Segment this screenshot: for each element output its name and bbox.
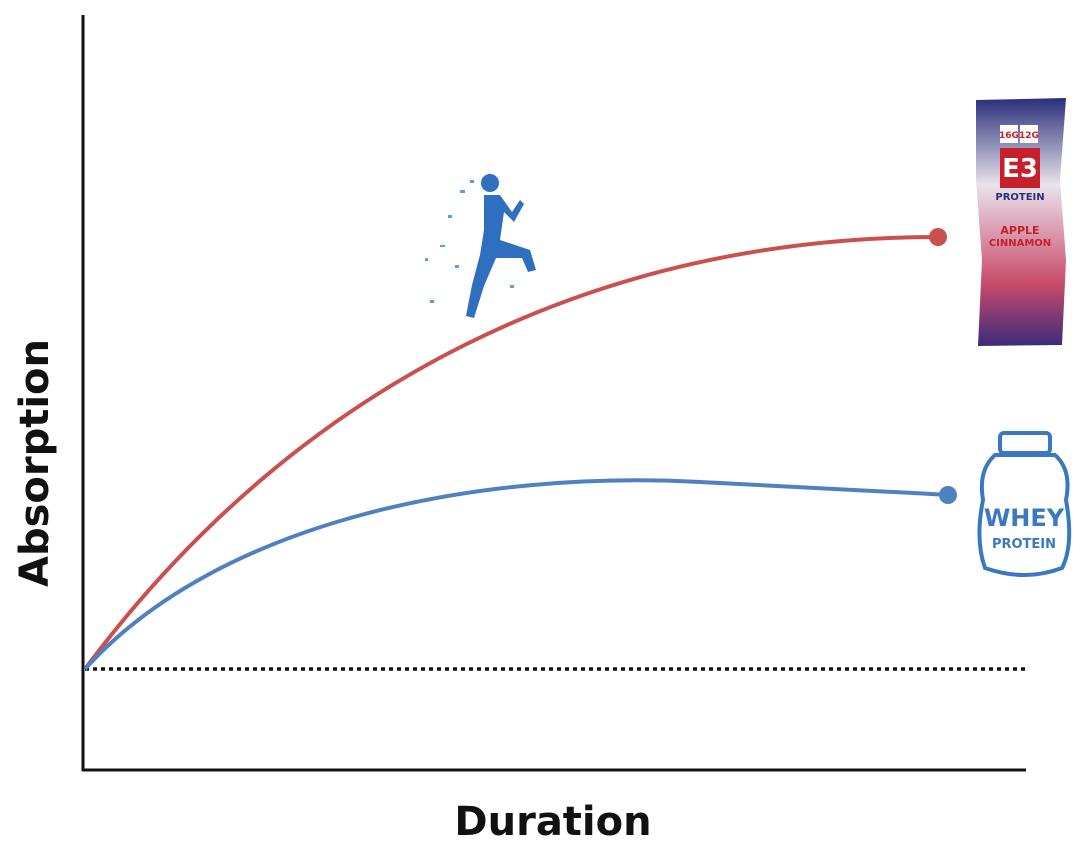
whey-curve: [83, 478, 949, 671]
bar-curve: [83, 235, 939, 671]
y-axis-label: Absorption: [12, 339, 58, 587]
jar-text: PROTEIN: [992, 537, 1056, 552]
bar-badge: 16G: [999, 131, 1019, 141]
runner: [425, 174, 536, 318]
bar-brand: E3: [1002, 154, 1038, 184]
whey-jar: WHEY PROTEIN: [977, 431, 1072, 577]
x-axis-label: Duration: [454, 799, 651, 845]
protein-bar: 16G 12G E3 PROTEIN APPLE CINNAMON: [976, 98, 1066, 346]
jar-text: WHEY: [984, 504, 1065, 532]
bar-flavor: CINNAMON: [989, 238, 1051, 249]
bar-badge: 12G: [1019, 131, 1039, 141]
bar-curve-end: [929, 228, 947, 246]
whey-curve-end: [939, 486, 957, 504]
bar-flavor: APPLE: [1000, 224, 1039, 237]
bar-line: PROTEIN: [995, 192, 1044, 203]
